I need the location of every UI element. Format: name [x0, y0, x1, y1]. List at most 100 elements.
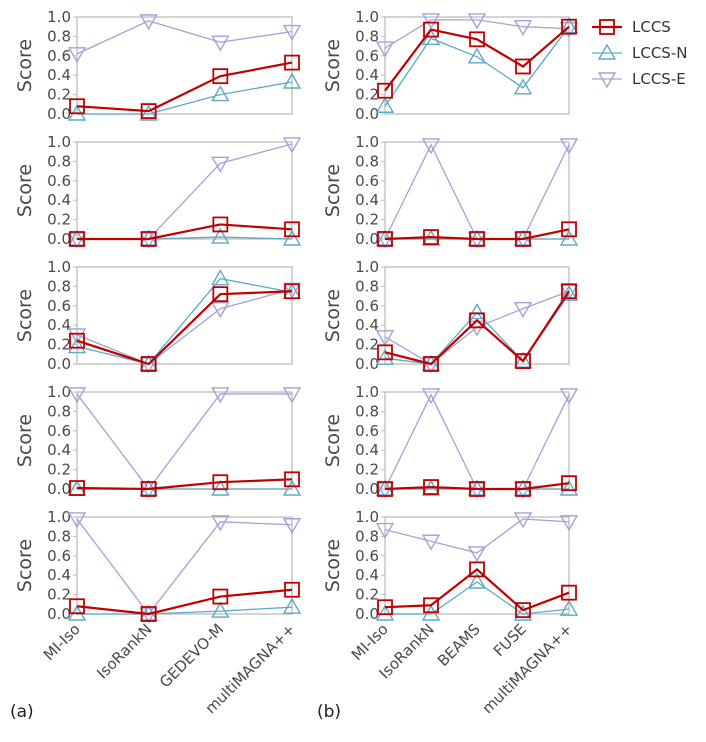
chart-3-series-lccs-point: [284, 471, 300, 488]
chart-5-frame: [384, 16, 570, 115]
chart-0-series-lccs-point: [284, 54, 300, 71]
chart-1-series-lccs-point: [212, 216, 229, 233]
chart-1-series-lccs-n-point: [282, 229, 302, 246]
chart-6-series-lccs-e-point: [375, 232, 395, 249]
chart-7-frame: [384, 266, 570, 365]
chart-4-series-lccs-point: [284, 581, 300, 598]
chart-8-series-lccs-line: [384, 482, 570, 491]
chart-4-frame: [76, 516, 293, 615]
chart-0-group: 0.00.2 0.40.6 0.81.0 Score: [14, 8, 302, 123]
chart-1-series-lccs-n-point: [211, 227, 230, 244]
chart-9-ytick-label: 0.6: [355, 547, 379, 565]
chart-9-series-lccs-n-point: [559, 599, 579, 616]
chart-2-series-lccs-point: [140, 356, 157, 372]
chart-4-series-lccs-line: [76, 588, 293, 616]
chart-6-ytick-label: 0.4: [355, 191, 379, 209]
chart-1-ytick-label: 0.2: [47, 211, 71, 229]
chart-2-series-lccs-e-point: [67, 328, 87, 345]
chart-4-series-lccs-e-point: [67, 512, 87, 529]
chart-0-series-lccs-point: [69, 98, 85, 115]
chart-2-ytick-label: 0.8: [47, 277, 71, 295]
chart-1-ytick-label: 0.8: [47, 152, 71, 170]
chart-9-ytick-label: 0.2: [355, 586, 379, 604]
chart-2-ylabel: Score: [14, 289, 36, 342]
chart-9-xtick-label: MI-Iso: [348, 620, 392, 664]
chart-2-series-lccs-e-point: [139, 357, 158, 374]
chart-0-ylabel: Score: [14, 39, 36, 92]
chart-8-series-lccs-e-point: [421, 388, 441, 405]
chart-2-ytick-label: 0.2: [47, 336, 71, 354]
chart-3-ytick-label: 0.4: [47, 441, 71, 459]
chart-9-series-lccs-point: [423, 597, 439, 614]
chart-5-series-lccs-n-point: [559, 17, 579, 34]
chart-3-series-lccs-e-line: [76, 393, 292, 491]
chart-4-xtick-label: MI-Iso: [40, 620, 84, 664]
chart-6-ytick-label: 0.0: [355, 230, 379, 248]
legend: LCCS LCCS-N LCCS-E: [592, 18, 687, 89]
chart-6-series-lccs-point: [423, 229, 439, 245]
chart-4-group: 0.00.2 0.40.6 0.81.0 Score MI-Iso IsoRankN GED…: [14, 508, 302, 717]
chart-9-ytick-label: 0.4: [355, 566, 379, 584]
chart-2-ytick-label: 0.0: [47, 355, 71, 373]
chart-3-ylabel: Score: [14, 414, 36, 467]
chart-5-ytick-label: 1.0: [355, 8, 379, 26]
chart-6-series-lccs-line: [384, 228, 570, 241]
chart-9-ytick-label: 0.0: [355, 605, 379, 623]
chart-9-series-lccs-point: [561, 584, 577, 601]
chart-7-series-lccs-line: [384, 290, 570, 366]
chart-8-ytick-label: 1.0: [355, 383, 379, 401]
legend-lccs-label: LCCS: [632, 18, 671, 36]
chart-2-series-lccs-e-point: [211, 302, 230, 319]
chart-9-series-lccs-point: [377, 599, 393, 616]
legend-lccs-e-marker: [597, 72, 617, 89]
chart-7-ytick-label: 0.4: [355, 316, 379, 334]
chart-4-series-lccs-n-line: [77, 606, 293, 615]
chart-7-series-lccs-e-point: [421, 357, 441, 374]
chart-9-ylabel: Score: [322, 539, 344, 592]
chart-7-series-lccs-point: [469, 312, 485, 329]
chart-3-series-lccs-n-point: [282, 479, 302, 496]
chart-1-ytick-label: 0.0: [47, 230, 71, 248]
chart-2-series-lccs-point: [69, 332, 85, 349]
chart-1-ytick-label: 0.4: [47, 191, 71, 209]
panel-label-b: (b): [317, 702, 341, 722]
chart-7-series-lccs-n-point: [559, 284, 579, 301]
chart-1-series-lccs-e-line: [77, 143, 293, 240]
chart-6-frame: [384, 141, 570, 240]
chart-9-series-lccs-n-point: [375, 604, 395, 621]
chart-7-ytick-label: 1.0: [355, 258, 379, 276]
chart-7-series-lccs-point: [515, 353, 531, 369]
chart-9-group: 0.00.20.40.60.81.0ScoreMI-IsoIsoRankNBEA…: [322, 508, 579, 717]
chart-6-series-lccs-e-point: [421, 138, 441, 155]
chart-4-ytick-label: 0.0: [47, 605, 71, 623]
chart-8-series-lccs-point: [561, 475, 577, 492]
chart-4-ytick-label: 0.6: [47, 547, 71, 565]
chart-4-series-lccs-e-line: [76, 518, 293, 616]
chart-0-ytick-label: 0.0: [47, 105, 71, 123]
chart-4-series-lccs-point: [69, 598, 85, 615]
chart-5-series-lccs-e-point: [513, 20, 533, 37]
chart-0-series-lccs-n-point: [211, 85, 230, 102]
chart-7-series-lccs-n-point: [467, 303, 487, 320]
chart-8-series-lccs-e-line: [384, 393, 570, 490]
chart-0-series-lccs-line: [76, 61, 293, 113]
chart-0-series-lccs-e-line: [76, 20, 293, 55]
legend-lccs-n-label: LCCS-N: [632, 44, 687, 62]
chart-1-ytick-label: 1.0: [47, 133, 71, 151]
chart-6-ylabel: Score: [322, 164, 344, 217]
chart-2-ytick-label: 1.0: [47, 258, 71, 276]
chart-6-ytick-label: 0.8: [355, 152, 379, 170]
chart-1-series-lccs-e-point: [211, 156, 230, 173]
chart-3-ytick-label: 0.8: [47, 402, 71, 420]
chart-5-ytick-label: 0.6: [355, 47, 379, 65]
chart-5-series-lccs-e-line: [384, 19, 570, 49]
chart-4-series-lccs-e-point: [211, 515, 230, 532]
chart-0-series-lccs-point: [140, 103, 157, 119]
chart-9-series-lccs-e-point: [375, 522, 395, 540]
chart-0-series-lccs-n-point: [282, 72, 302, 89]
chart-0-ytick-label: 0.8: [47, 27, 71, 45]
chart-5-series-lccs-point: [515, 58, 531, 75]
chart-9-series-lccs-n-line: [385, 581, 570, 615]
chart-9-series-lccs-n-point: [467, 572, 487, 589]
